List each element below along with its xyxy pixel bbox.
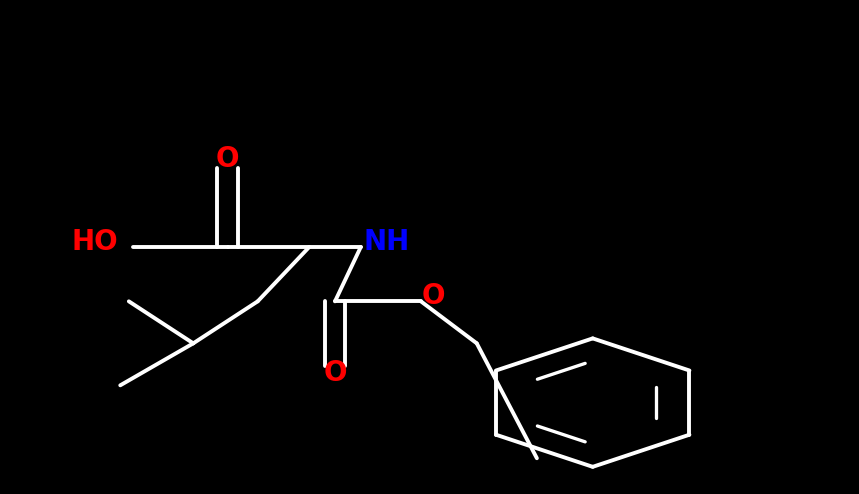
Text: HO: HO xyxy=(71,228,118,256)
Text: O: O xyxy=(422,283,446,310)
Text: O: O xyxy=(323,359,347,387)
Text: NH: NH xyxy=(363,228,410,256)
Text: O: O xyxy=(216,145,240,173)
